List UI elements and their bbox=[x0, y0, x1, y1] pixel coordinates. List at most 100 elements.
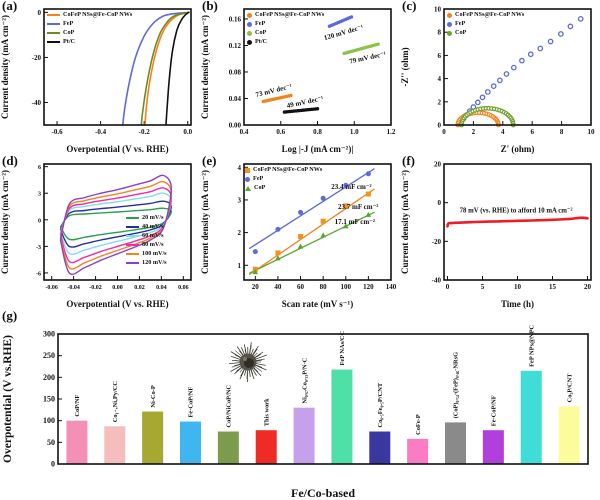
svg-text:80: 80 bbox=[320, 283, 328, 291]
panel-label-d: (d) bbox=[2, 153, 18, 168]
legend-item-fep: FeP bbox=[245, 175, 322, 182]
plot-border bbox=[57, 333, 589, 465]
dot-swatch-icon bbox=[247, 39, 252, 45]
bar-cop-nicop-nc bbox=[217, 431, 239, 464]
legend-label: 60 mV/s bbox=[142, 232, 164, 239]
bar-label-cop-nf: CoP/NF bbox=[74, 395, 81, 417]
series-b bbox=[261, 15, 380, 114]
bar-fep-nas-cc bbox=[331, 369, 353, 464]
series-cop-fit bbox=[249, 211, 375, 274]
y-axis-label: Current density (mA cm⁻²) bbox=[200, 15, 210, 119]
panel-label-b: (b) bbox=[202, 0, 218, 13]
x-axis-label: Log |-J (mA cm⁻²)| bbox=[282, 144, 354, 154]
series-pt-c bbox=[165, 11, 190, 126]
svg-text:0: 0 bbox=[438, 122, 442, 130]
legend-label: CoP bbox=[63, 29, 75, 36]
svg-text:50: 50 bbox=[47, 438, 55, 447]
bar-co-fe-p-cnt bbox=[369, 431, 391, 464]
bar-label-co-fe-p-cnt: Co₀.₅Fe₀.₅P/CNT bbox=[377, 382, 384, 427]
series-fep-fit bbox=[249, 168, 375, 249]
annotation: 78 mV (vs. RHE) to afford 10 mA cm⁻² bbox=[460, 208, 573, 215]
svg-text:8: 8 bbox=[560, 128, 564, 136]
series-cop bbox=[342, 42, 380, 56]
svg-text:0: 0 bbox=[446, 283, 450, 291]
legend-item-cofep-nss-fe-cop-nws: CoFeP NSs@Fe-CoP NWs bbox=[245, 166, 322, 173]
svg-text:0.06: 0.06 bbox=[178, 285, 189, 291]
panel-a: (a) -0.6 -0.4 -0.2 0.0 0 -20 -40 Overpotential … bbox=[0, 0, 200, 155]
legend-item-cofep-nss-fe-cop-nws: CoFeP NSs@Fe-CoP NWs bbox=[47, 11, 132, 18]
series-cofep-fit bbox=[249, 188, 375, 276]
bar-label-ni-co-p-n-c: Ni₀.₆₇Co₀.₃₃P/N-C bbox=[301, 357, 308, 403]
triangle-swatch-icon bbox=[245, 185, 251, 191]
legend-label: 120 mV/s bbox=[142, 259, 167, 266]
svg-text:100: 100 bbox=[341, 283, 352, 291]
legend-label: 20 mV/s bbox=[142, 214, 164, 221]
line-swatch-icon bbox=[126, 244, 139, 247]
bar-ni-co-p-n-c bbox=[293, 407, 315, 464]
bar-label-co-ni-py-cc: Co₁₋ₓNiₓPy/CC bbox=[112, 381, 119, 423]
dot-swatch-icon bbox=[245, 176, 250, 182]
svg-text:300: 300 bbox=[43, 330, 55, 339]
series-cop bbox=[459, 105, 516, 128]
legend-e: CoFeP NSs@Fe-CoP NWs FeP CoP bbox=[245, 166, 322, 194]
x-axis-label: Scan rate (mV s⁻¹) bbox=[282, 299, 354, 309]
y-axis-label: Current density (mA cm⁻²) bbox=[200, 170, 210, 274]
y-axis-label: -Z'' (ohm) bbox=[400, 47, 410, 86]
legend-item-20-mv-s: 20 mV/s bbox=[126, 214, 167, 221]
bar-label-fep-nas-cc: FeP NAs/CC bbox=[339, 331, 346, 366]
series-120-mv-s bbox=[59, 174, 173, 276]
legend-item-cofep-nss-fe-cop-nws: CoFeP NSs@Fe-CoP NWs bbox=[247, 11, 324, 18]
svg-text:-3: -3 bbox=[36, 245, 41, 251]
bar-label-fep-nps-npc: FeP NPs@NPC bbox=[528, 324, 535, 366]
svg-text:-0.02: -0.02 bbox=[89, 285, 102, 291]
svg-text:20: 20 bbox=[434, 161, 442, 169]
svg-text:1.2: 1.2 bbox=[387, 128, 396, 136]
legend-label: FeP bbox=[455, 20, 466, 27]
dot-swatch-icon bbox=[247, 30, 252, 36]
line-swatch-icon bbox=[47, 32, 60, 35]
series-cofep-nss-fe-cop-nws bbox=[261, 93, 293, 104]
line-swatch-icon bbox=[126, 235, 139, 238]
bar-label-cop-nicop-nc: CoP/NiCoP/NC bbox=[226, 385, 233, 428]
bar-co-ni-py-cc bbox=[104, 426, 126, 464]
series-cop bbox=[140, 11, 190, 126]
bars: CoP/NF Co₁₋ₓNiₓPy/CC Ni-Co-P Fe-CoP/NF CoP/N… bbox=[66, 324, 580, 464]
legend-item-cofep-nss-fe-cop-nws: CoFeP NSs@Fe-CoP NWs bbox=[447, 11, 525, 18]
svg-text:100: 100 bbox=[43, 416, 55, 425]
square-swatch-icon bbox=[245, 167, 250, 173]
legend-label: FeP bbox=[253, 175, 264, 182]
svg-text:0.00: 0.00 bbox=[112, 285, 123, 291]
y-axis-label: Current density (mA cm⁻²) bbox=[400, 170, 410, 274]
svg-text:40: 40 bbox=[274, 283, 282, 291]
line-swatch-icon bbox=[47, 41, 60, 44]
bar-label-fe-cop-nf: Fe-CoP/NF bbox=[188, 387, 195, 418]
svg-text:4: 4 bbox=[238, 164, 242, 172]
x-axis-label: Z' (ohm) bbox=[501, 144, 535, 154]
dot-swatch-icon bbox=[247, 12, 252, 18]
bar-cop-fep-nrsg bbox=[445, 422, 466, 464]
legend-label: CoFeP NSs@Fe-CoP NWs bbox=[455, 11, 525, 18]
series-fep bbox=[252, 171, 371, 255]
x-axis-label: Fe/Co-based bbox=[291, 486, 355, 500]
svg-text:0.6: 0.6 bbox=[276, 128, 285, 136]
panel-g: (g) 0 50 100 150 200 250 300 Fe/Co-based Overpot… bbox=[0, 308, 600, 500]
legend-item-40-mv-s: 40 mV/s bbox=[126, 223, 167, 230]
svg-text:-20: -20 bbox=[32, 54, 42, 62]
panel-label-a: (a) bbox=[2, 0, 18, 13]
bar-fep-nps-npc bbox=[520, 370, 542, 464]
svg-text:200: 200 bbox=[43, 373, 55, 382]
legend-c: CoFeP NSs@Fe-CoP NWs FeP CoP bbox=[447, 11, 525, 39]
svg-text:8: 8 bbox=[438, 29, 442, 37]
legend-label: FeP bbox=[255, 20, 266, 27]
line-swatch-icon bbox=[126, 262, 139, 265]
svg-text:0.02: 0.02 bbox=[134, 285, 145, 291]
chart-c-nyquist: 0 2 4 6 8 10 0 2 4 6 8 10 Z' (ohm) -Z'' (ohm) CoFeP NS… bbox=[400, 0, 600, 155]
bar-ni-co-p bbox=[142, 411, 164, 464]
series-cop bbox=[252, 211, 372, 275]
panel-label-e: (e) bbox=[202, 153, 217, 168]
y-axis-label: Current density (mA cm⁻²) bbox=[0, 15, 10, 119]
series-pt-c bbox=[282, 107, 320, 114]
legend-label: CoP bbox=[254, 184, 266, 191]
line-swatch-icon bbox=[126, 226, 139, 229]
